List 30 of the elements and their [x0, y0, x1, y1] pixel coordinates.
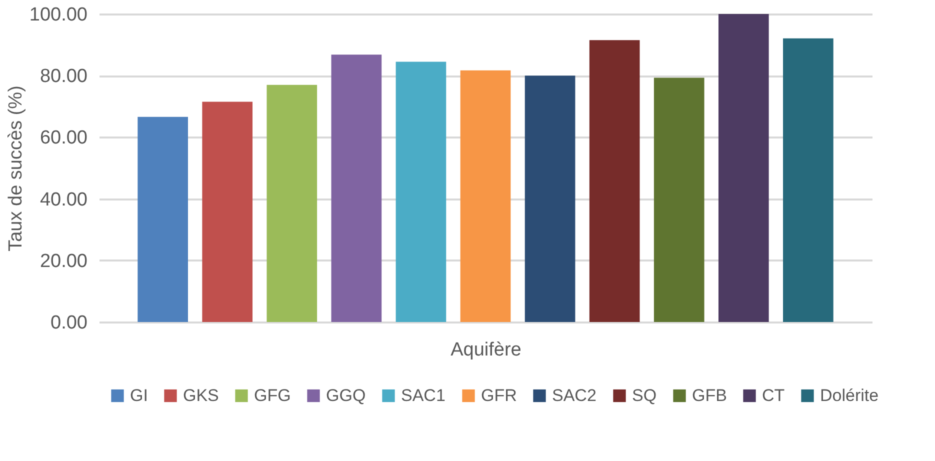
y-axis-title: Taux de succès (%): [5, 86, 26, 252]
legend-label: GFR: [481, 386, 517, 405]
bar: [654, 78, 704, 322]
bar: [718, 14, 769, 322]
bar: [524, 76, 576, 322]
bar: [202, 102, 253, 322]
bar: [589, 40, 640, 322]
y-tick-label: 80.00: [40, 66, 88, 88]
x-axis-title: Aquifère: [450, 340, 522, 360]
legend-label: SQ: [632, 386, 657, 405]
legend-label: CT: [762, 386, 785, 405]
legend-label: SAC1: [401, 386, 446, 405]
bar: [396, 62, 446, 322]
legend-label: GKS: [183, 386, 219, 405]
y-tick-label: 60.00: [40, 128, 88, 149]
y-tick-label: 100.00: [29, 4, 88, 26]
bar: [266, 84, 318, 322]
y-tick-label: 0.00: [50, 312, 88, 334]
legend-label: GI: [130, 386, 148, 405]
bar: [783, 38, 834, 322]
bar: [460, 70, 511, 322]
bar: [331, 54, 382, 322]
legend-label: GFB: [692, 386, 727, 405]
legend-label: Dolérite: [820, 386, 879, 405]
legend-label: GGQ: [326, 386, 366, 405]
legend-label: SAC2: [552, 386, 596, 405]
y-tick-label: 20.00: [40, 250, 88, 272]
legend-label: GFG: [254, 386, 291, 405]
y-tick-label: 40.00: [40, 189, 88, 210]
bar: [138, 116, 188, 322]
